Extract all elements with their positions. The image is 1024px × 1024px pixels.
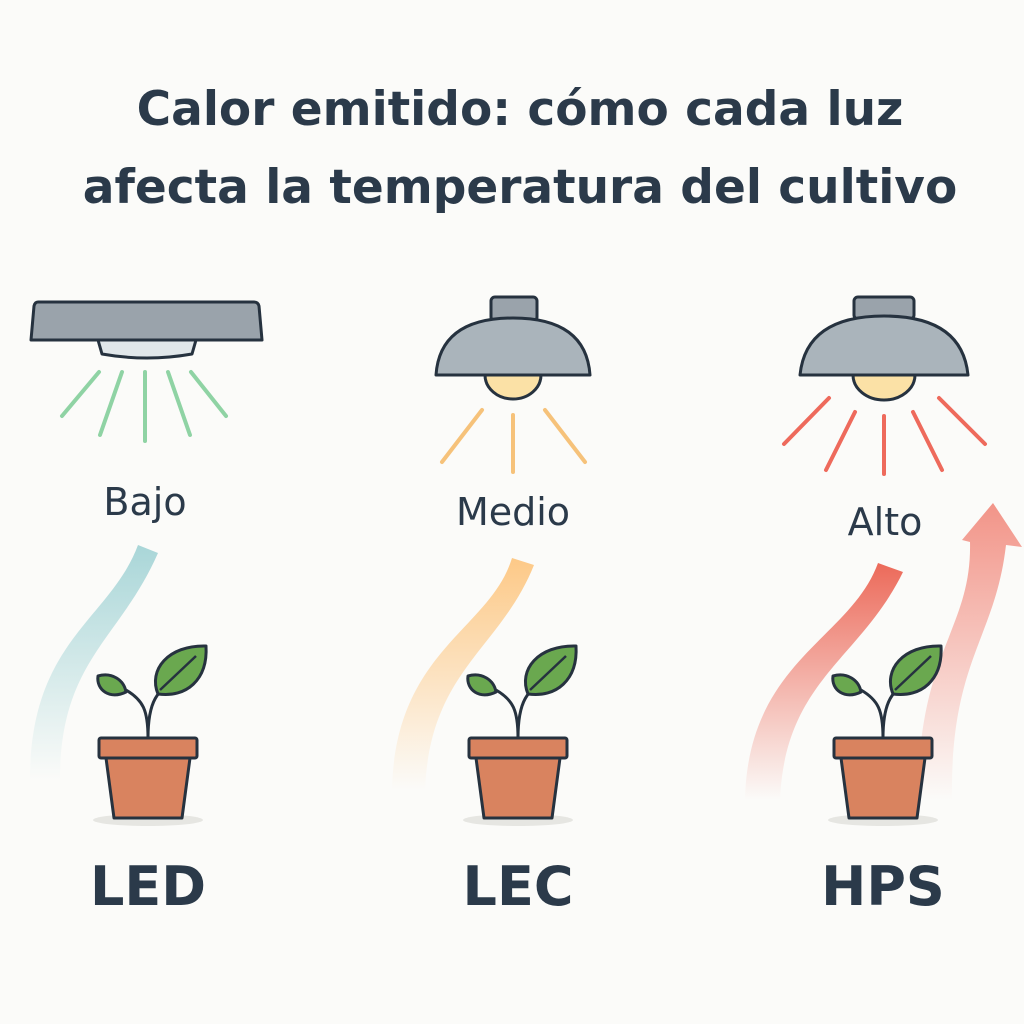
dome-lamp-icon xyxy=(434,295,592,401)
heat-wave xyxy=(30,545,158,780)
heat-level-label: Alto xyxy=(848,500,923,544)
light-name: LEC xyxy=(463,855,574,918)
hps-light-rays xyxy=(782,396,987,476)
lec-light-rays xyxy=(440,408,587,474)
led-light-rays xyxy=(60,370,228,443)
hps-column: Alto HPS xyxy=(745,295,1022,918)
lec-column: Medio LEC xyxy=(392,295,592,918)
led-column: Bajo LED xyxy=(29,300,264,918)
plant-pot-icon xyxy=(91,644,208,828)
title-line-1: Calor emitido: cómo cada luz xyxy=(137,82,904,137)
led-panel-lamp-icon xyxy=(29,300,264,360)
plant-pot-icon xyxy=(461,644,578,828)
light-name: HPS xyxy=(821,855,945,918)
heat-level-label: Bajo xyxy=(103,480,186,524)
heat-level-label: Medio xyxy=(456,490,570,534)
dome-lamp-icon xyxy=(798,295,970,402)
title-line-2: afecta la temperatura del cultivo xyxy=(83,160,957,215)
light-name: LED xyxy=(90,855,206,918)
heat-wave xyxy=(745,563,903,800)
heat-wave xyxy=(392,558,534,790)
rising-heat-arrow-icon xyxy=(918,503,1022,800)
